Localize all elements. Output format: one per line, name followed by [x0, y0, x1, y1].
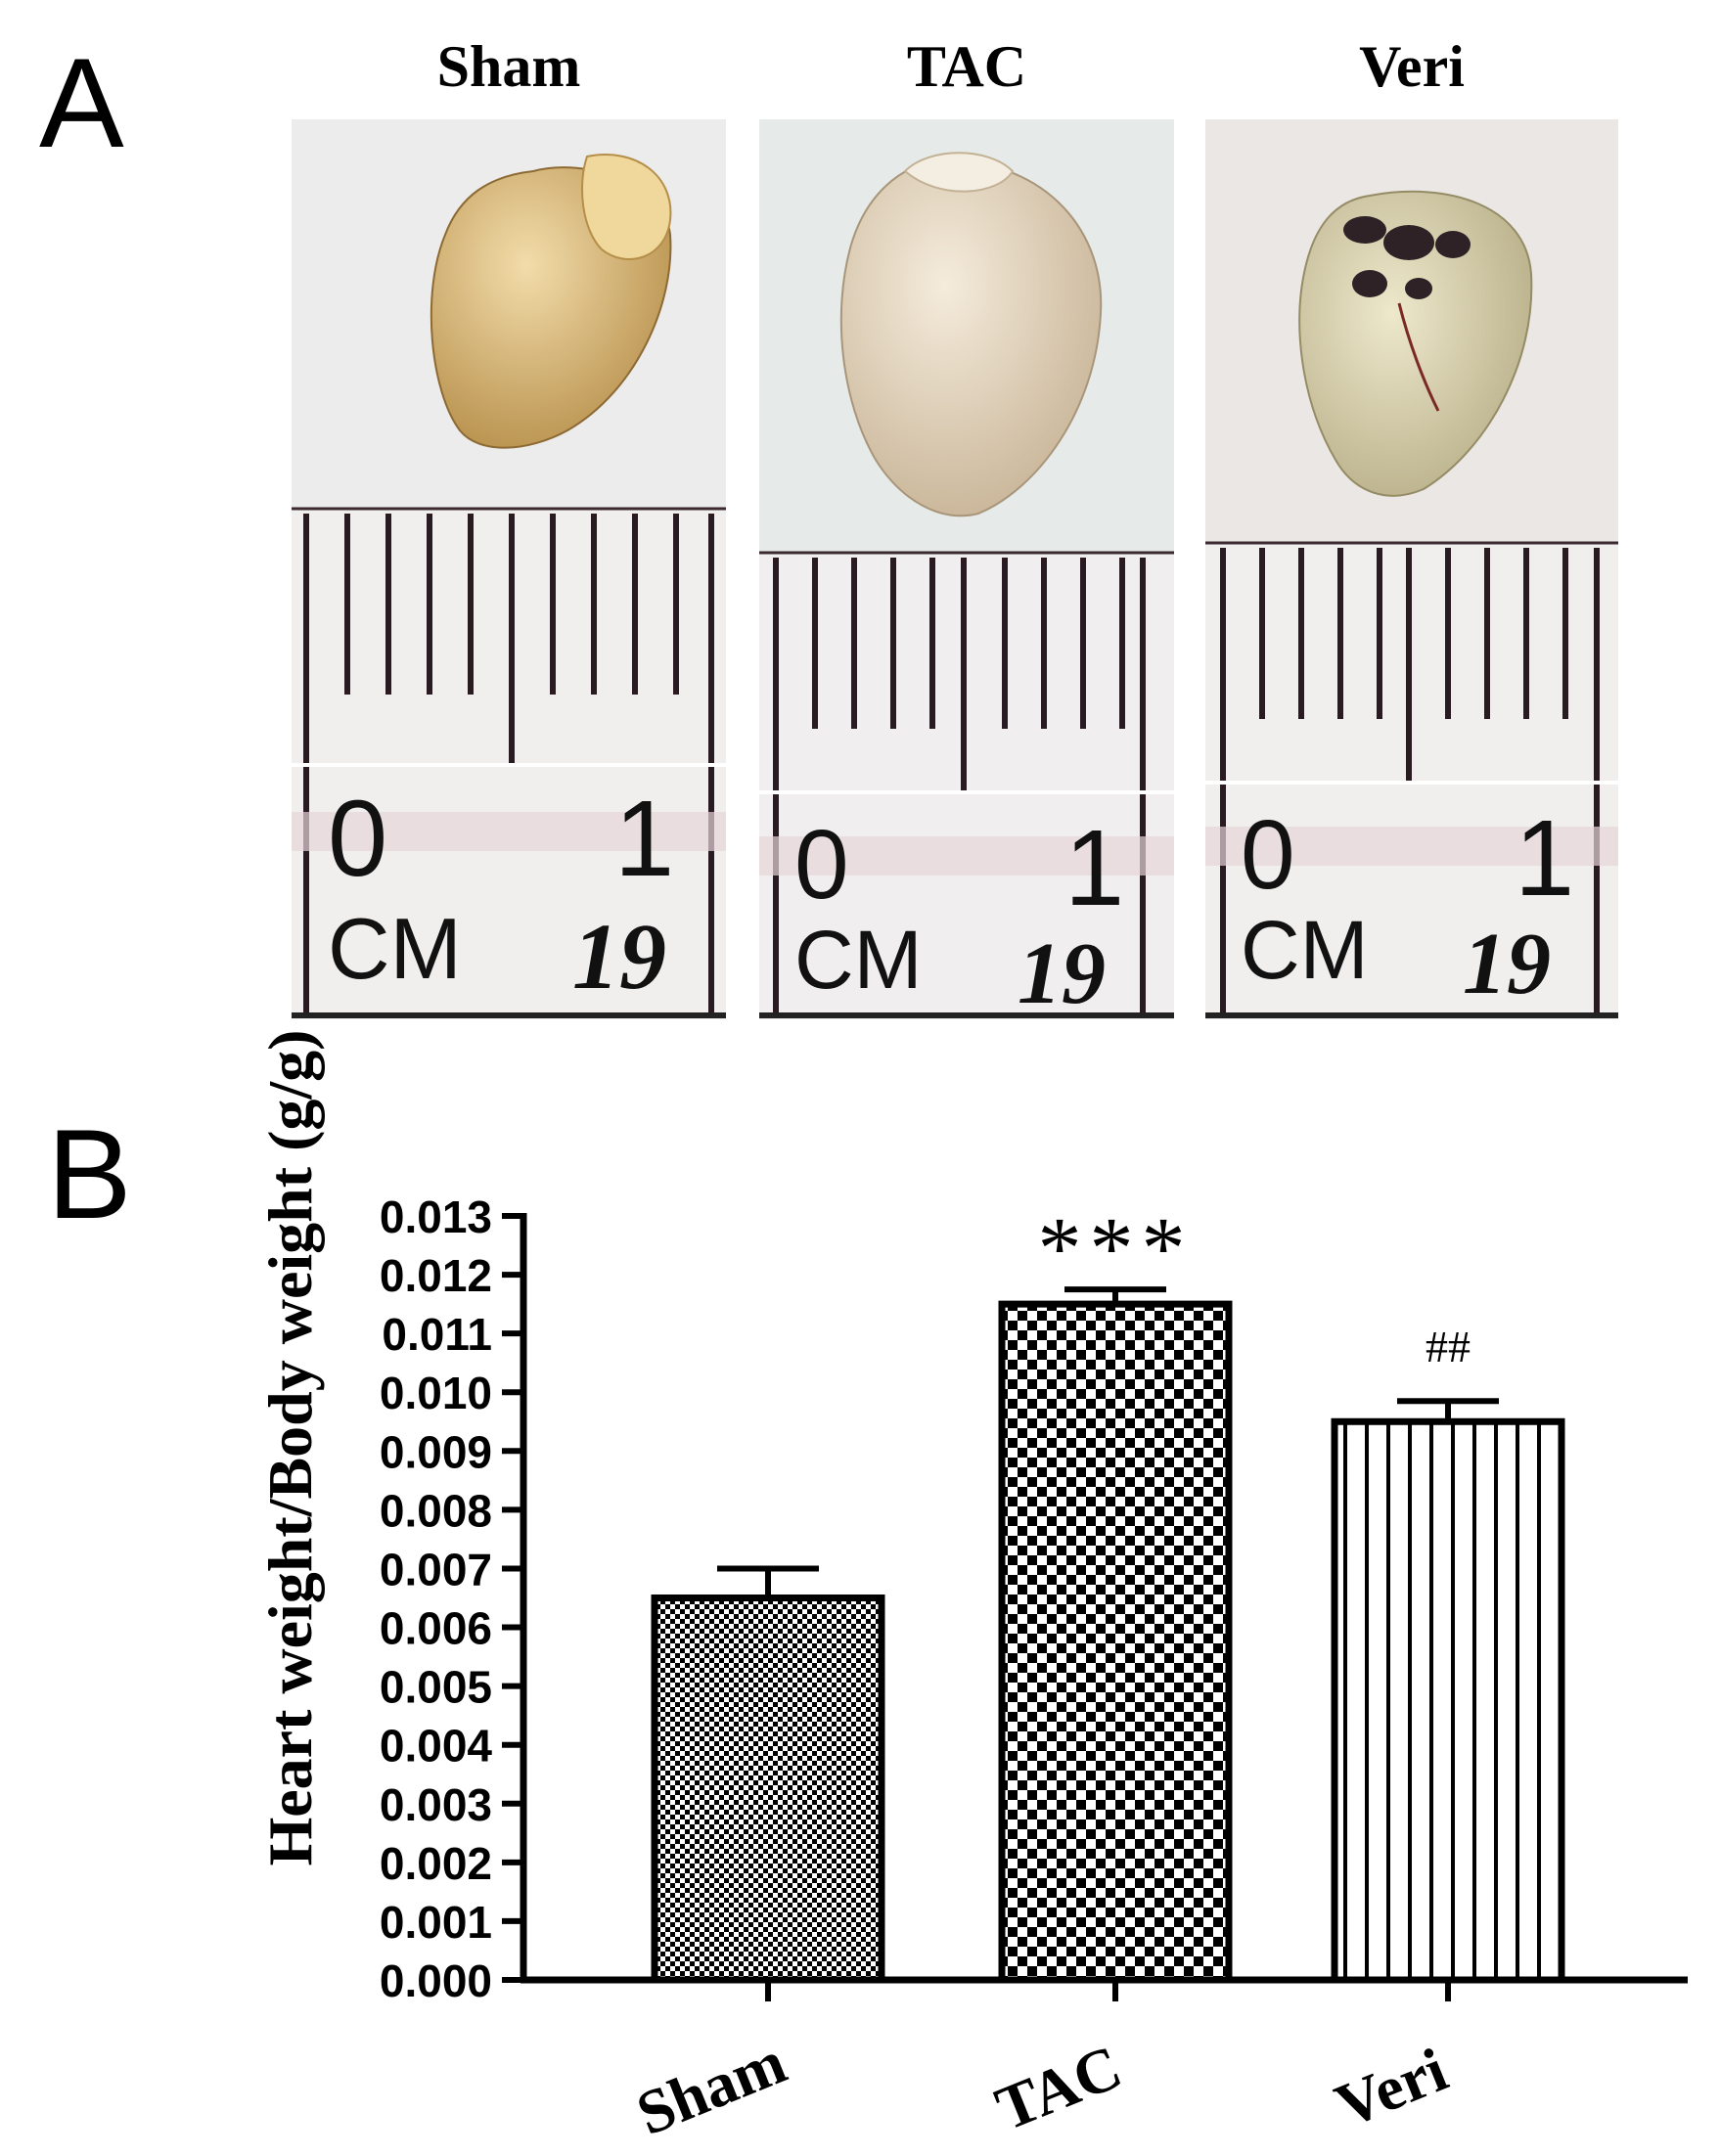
ruler-number-end: 1	[1064, 808, 1124, 928]
ruler-tint	[292, 812, 726, 851]
significance-tac: ***	[1038, 1200, 1194, 1297]
photo-veri: 0 1 CM 19	[1205, 119, 1618, 1019]
heart-vessel-line	[1397, 302, 1440, 412]
photo-title-veri: Veri	[1359, 34, 1465, 99]
ruler-number-start: 0	[794, 810, 849, 920]
bars: *** ##	[651, 1200, 1565, 1984]
ruler-number-start: 0	[1241, 800, 1295, 910]
ruler-number-start: 0	[328, 779, 387, 899]
significance-veri: ##	[1426, 1322, 1471, 1371]
photo-title-tac: TAC	[906, 34, 1027, 99]
heart-atrium	[581, 154, 672, 260]
y-tick-label: 0.007	[380, 1544, 492, 1595]
y-tick-label: 0.000	[380, 1955, 492, 2006]
panel-label-b: B	[47, 1102, 132, 1245]
heart-dark-vessels	[1343, 216, 1471, 299]
y-tick-label: 0.010	[380, 1368, 492, 1418]
y-tick-label: 0.006	[380, 1603, 492, 1654]
ruler-ticks	[1220, 548, 1600, 1012]
ruler-ticks	[773, 558, 1146, 1012]
heart-vessels	[903, 152, 1015, 193]
ruler-unit: CM	[1241, 904, 1369, 996]
y-tick-label: 0.003	[380, 1779, 492, 1830]
bar-sham	[651, 1595, 885, 1984]
heart-specimen	[1298, 190, 1533, 497]
ruler-brand-number: 19	[572, 904, 666, 1009]
specimen-photos: 0 1 CM 19 0 1 CM 19	[292, 119, 1618, 1022]
ruler-brand-number: 19	[1463, 916, 1551, 1012]
x-tick-label-veri: Veri	[1326, 2035, 1456, 2141]
bar-veri	[1331, 1417, 1565, 1984]
ruler-tint	[1205, 827, 1618, 866]
y-tick-label: 0.011	[382, 1309, 492, 1360]
x-axis: Sham TAC Veri	[521, 1976, 1688, 2148]
ruler-unit: CM	[328, 900, 462, 997]
photo-title-sham: Sham	[436, 34, 581, 99]
y-tick-label: 0.009	[380, 1426, 492, 1477]
y-tick-label: 0.005	[380, 1662, 492, 1713]
y-axis-label: Heart weight/Body weight (g/g)	[255, 1030, 325, 1866]
y-tick-label: 0.008	[380, 1485, 492, 1536]
ruler-tint	[759, 836, 1174, 876]
panel-label-a: A	[39, 31, 124, 174]
y-tick-label: 0.013	[380, 1191, 492, 1242]
x-tick-label-sham: Sham	[627, 2027, 795, 2148]
ruler-number-end: 1	[614, 779, 674, 899]
ruler-brand-number: 19	[1018, 925, 1106, 1022]
y-tick-label: 0.012	[380, 1250, 492, 1301]
y-tick-label: 0.001	[380, 1897, 492, 1948]
photo-sham: 0 1 CM 19	[292, 119, 726, 1019]
heart-specimen	[839, 159, 1103, 517]
y-tick-label: 0.004	[380, 1721, 493, 1772]
photo-tac: 0 1 CM 19	[759, 119, 1174, 1022]
x-tick-label-tac: TAC	[986, 2032, 1130, 2144]
y-axis: 0.000 0.001 0.002 0.003 0.004 0.005 0.006 0.007…	[380, 1191, 527, 2006]
ruler-unit: CM	[794, 914, 923, 1006]
y-tick-label: 0.002	[380, 1838, 492, 1889]
ruler-number-end: 1	[1515, 798, 1574, 919]
bar-tac	[998, 1300, 1233, 1984]
